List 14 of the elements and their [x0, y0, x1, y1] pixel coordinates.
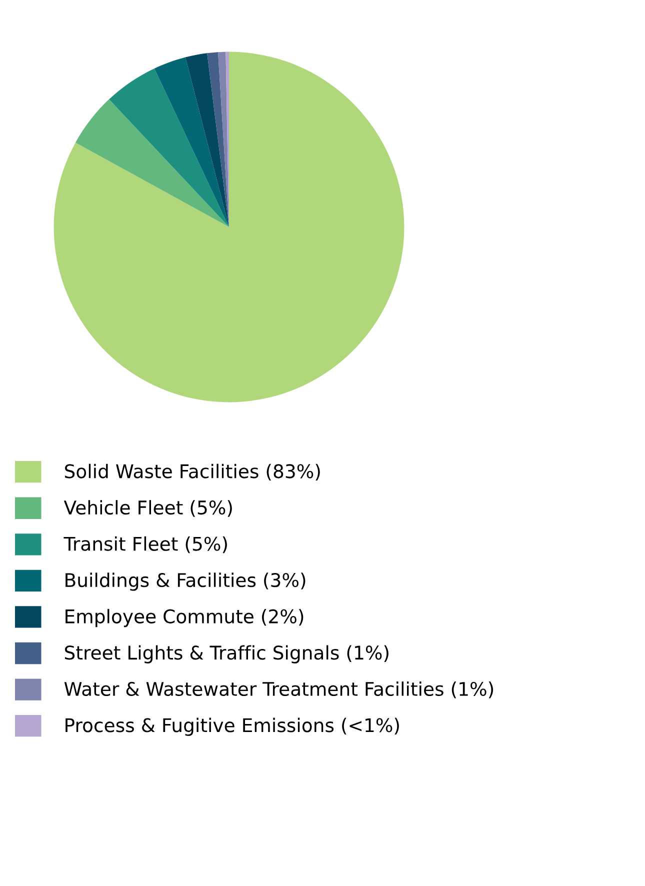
legend-label: Transit Fleet (5%): [64, 536, 227, 554]
legend-label: Buildings & Facilities (3%): [66, 572, 306, 591]
legend-label: Street Lights & Traffic Signals (1%): [64, 645, 388, 664]
pie-slice: [185, 53, 229, 227]
pie-slice: [109, 68, 229, 227]
legend-label: Water & Wastewater Treatment Facilities (1%): [64, 682, 494, 698]
legend-label: Employee Commute (2%): [66, 608, 304, 628]
pie-slice: [54, 52, 404, 402]
legend-label: Process & Fugitive Emissions (<1%): [66, 718, 399, 736]
legend-label: Solid Waste Facilities (83%): [64, 464, 320, 481]
pie-slice: [154, 57, 229, 227]
legend-label: Vehicle Fleet (5%): [64, 500, 232, 517]
pie-slice: [207, 52, 229, 227]
pie-slice: [75, 99, 229, 227]
